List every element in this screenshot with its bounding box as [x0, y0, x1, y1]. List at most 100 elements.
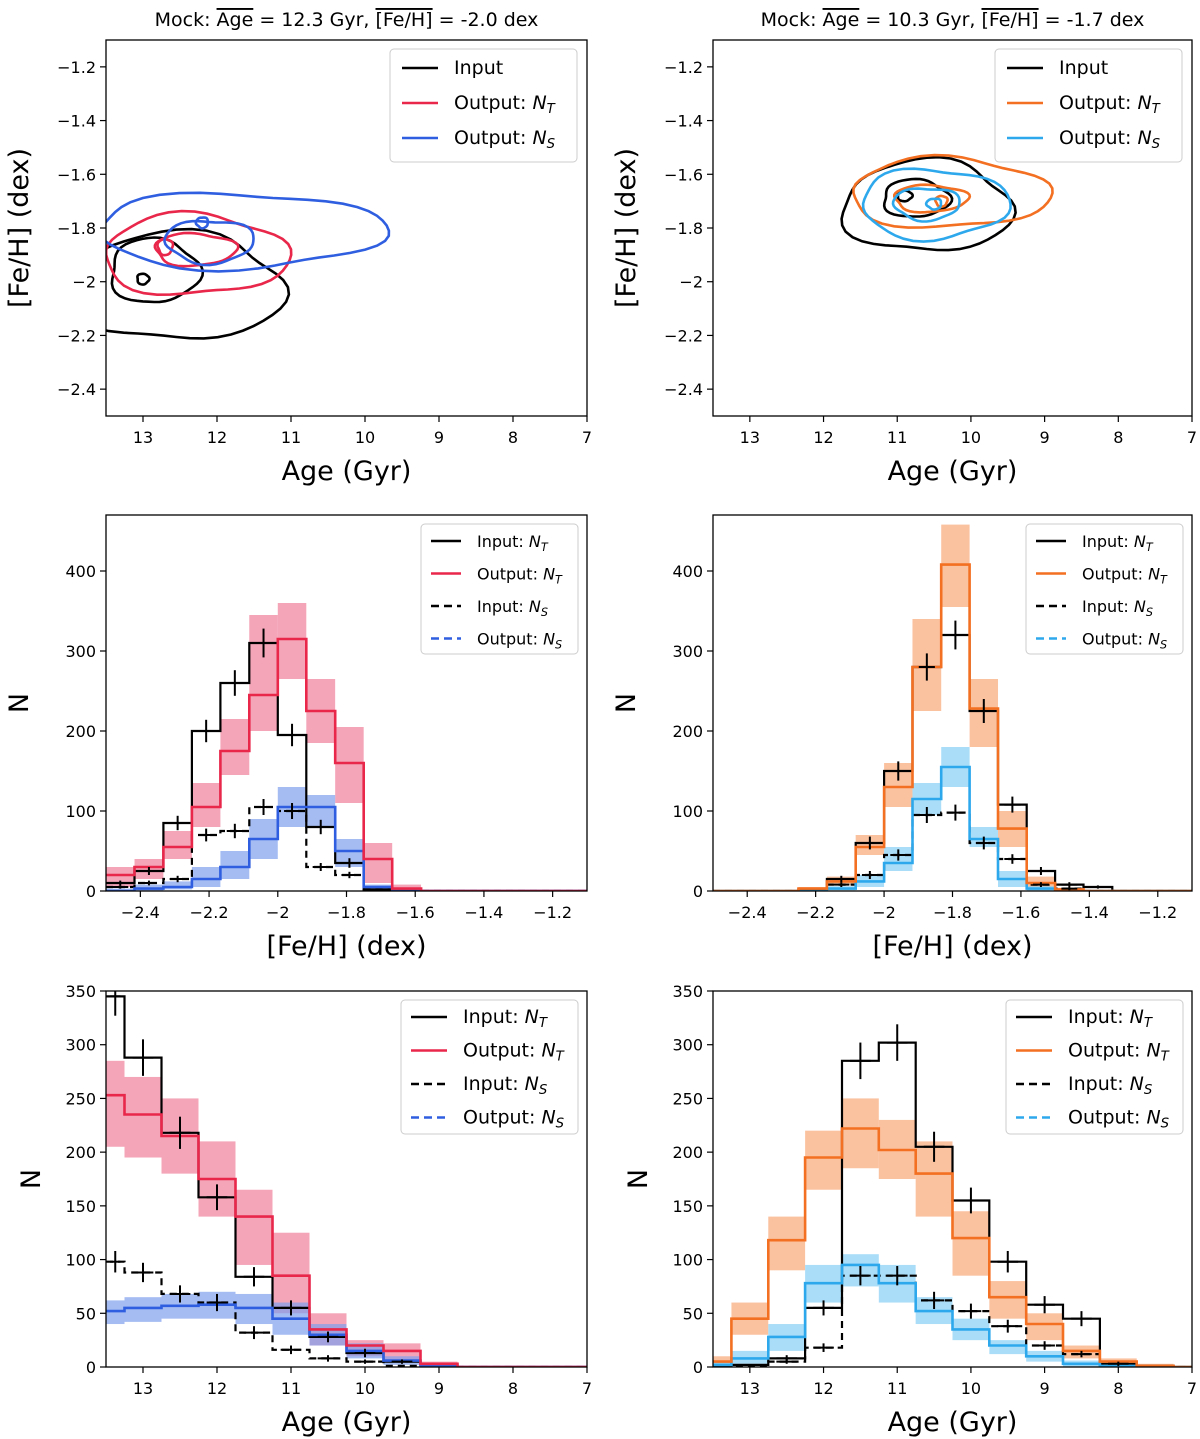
- contour-series-2: [106, 191, 391, 273]
- legend-box: [389, 48, 578, 163]
- legend-symbol: N: [525, 1073, 539, 1095]
- y-tick-label: 100: [65, 1251, 96, 1270]
- legend-label: Output: NT: [454, 92, 556, 117]
- y-tick-label: 200: [672, 1143, 703, 1162]
- legend-entry: Output: NT: [1016, 1040, 1170, 1065]
- x-tick-label: 12: [813, 428, 833, 447]
- title-text: Mock:: [155, 9, 217, 31]
- legend-subscript: T: [556, 1050, 565, 1065]
- x-tick-label: 8: [508, 1379, 518, 1398]
- legend-entry: Input: NS: [1016, 1073, 1153, 1098]
- legend-symbol: N: [1146, 1040, 1160, 1062]
- legend-label: Input: NS: [1082, 597, 1153, 619]
- contour-level: [106, 191, 391, 273]
- legend-entry: Input: [1007, 57, 1108, 79]
- uncertainty-band: [124, 1076, 162, 1158]
- uncertainty-band: [106, 1060, 125, 1147]
- y-tick-label: 350: [65, 982, 96, 1001]
- legend-subscript: S: [539, 1083, 548, 1098]
- title-feh-symbol: [Fe/H]: [982, 9, 1039, 31]
- legend-box: [400, 999, 579, 1135]
- y-tick-label: −1.4: [57, 112, 96, 131]
- title-feh-symbol: [Fe/H]: [376, 9, 433, 31]
- axes: 13 12 11 10 9 8 7 0 50 100 150 200 250 300 350 Age (Gyr…: [623, 982, 1197, 1438]
- x-tick-label: −2.2: [796, 903, 835, 922]
- y-tick-label: 50: [76, 1304, 96, 1323]
- x-tick-label: 13: [133, 428, 153, 447]
- axes-frame: [105, 514, 588, 892]
- input-T-errors: [833, 620, 1106, 889]
- x-tick-label: −2: [266, 903, 290, 922]
- y-tick-label: −2: [72, 273, 96, 292]
- y-tick-label: 350: [672, 982, 703, 1001]
- x-tick-label: 8: [508, 428, 518, 447]
- input-S-errors: [776, 1266, 1092, 1364]
- y-tick-label: 100: [65, 802, 96, 821]
- y-tick-label: −1.4: [664, 112, 703, 131]
- contour-level: [163, 219, 255, 267]
- y-tick-label: −1.6: [57, 165, 96, 184]
- uncertainty-band: [768, 1216, 806, 1271]
- feh-hist-left: −2.4 −2.2 −2 −1.8 −1.6 −1.4 −1.2 0 100 200 300 400 […: [4, 514, 588, 962]
- legend-subscript: T: [541, 541, 549, 554]
- x-tick-label: 11: [887, 1379, 907, 1398]
- axes: −2.4 −2.2 −2 −1.8 −1.6 −1.4 −1.2 0 100 200 300 400 […: [611, 514, 1193, 962]
- legend-label: Input: NS: [1068, 1073, 1153, 1098]
- legend-symbol: N: [1146, 1107, 1160, 1129]
- legend-symbol: N: [543, 630, 555, 649]
- y-tick-label: 0: [86, 1358, 96, 1377]
- legend-box: [1005, 999, 1184, 1135]
- x-tick-label: 8: [1113, 1379, 1123, 1398]
- y-axis-label: [Fe/H] (dex): [4, 148, 35, 308]
- legend-subscript: S: [547, 137, 556, 152]
- legend-text: Input:: [1082, 597, 1134, 616]
- legend-label: Output: NS: [1082, 630, 1167, 652]
- legend-subscript: S: [1160, 639, 1167, 652]
- uncertainty-band: [220, 719, 250, 775]
- uncertainty-band: [363, 843, 393, 883]
- y-tick-label: −1.2: [57, 58, 96, 77]
- age-hist-left: 13 12 11 10 9 8 7 0 50 100 150 200 250 300 350 Age (Gyr…: [16, 982, 592, 1438]
- x-tick-label: 7: [1187, 428, 1197, 447]
- legend-text: Output:: [1059, 127, 1137, 149]
- legend-symbol: N: [532, 92, 546, 114]
- uncertainty-band: [191, 867, 221, 887]
- legend-label: Output: NS: [463, 1107, 565, 1132]
- contour-level: [891, 187, 961, 223]
- legend-text: Input:: [477, 532, 529, 551]
- legend-text: Output:: [1082, 630, 1148, 649]
- x-axis-label: Age (Gyr): [282, 456, 412, 487]
- y-tick-label: −2.2: [664, 326, 703, 345]
- legend-subscript: S: [1146, 606, 1153, 619]
- contour-level: [156, 237, 175, 257]
- title-age-symbol: Age: [823, 9, 860, 31]
- x-tick-label: −2.2: [190, 903, 229, 922]
- axes-frame: [712, 514, 1193, 892]
- plot-area: [106, 191, 391, 340]
- legend-box: [994, 48, 1183, 163]
- y-tick-label: −1.2: [664, 58, 703, 77]
- legend-symbol: N: [532, 127, 546, 149]
- legend-symbol: N: [1134, 532, 1146, 551]
- output-S-step: [713, 1263, 1192, 1367]
- title-text: Mock:: [761, 9, 823, 31]
- legend-label: Input: NS: [463, 1073, 548, 1098]
- input-T-errors: [110, 991, 413, 1364]
- legend-subscript: S: [556, 1117, 565, 1132]
- x-tick-label: 13: [133, 1379, 153, 1398]
- x-tick-label: 10: [355, 1379, 375, 1398]
- output-T-band: [106, 603, 422, 891]
- legend-symbol: N: [543, 565, 555, 584]
- legend-entry: Input: NS: [411, 1073, 548, 1098]
- legend-label: Input: [1059, 57, 1108, 79]
- contour-level: [924, 197, 943, 211]
- legend-subscript: T: [1161, 1050, 1170, 1065]
- uncertainty-band: [272, 1232, 310, 1314]
- input-S-errors: [110, 1250, 376, 1364]
- legend-text: Input:: [463, 1073, 525, 1095]
- y-tick-label: 200: [65, 1143, 96, 1162]
- y-tick-label: 200: [672, 722, 703, 741]
- feh-hist-right: −2.4 −2.2 −2 −1.8 −1.6 −1.4 −1.2 0 100 200 300 400 […: [611, 514, 1193, 962]
- output-S-step: [106, 805, 587, 891]
- uncertainty-band: [220, 851, 250, 879]
